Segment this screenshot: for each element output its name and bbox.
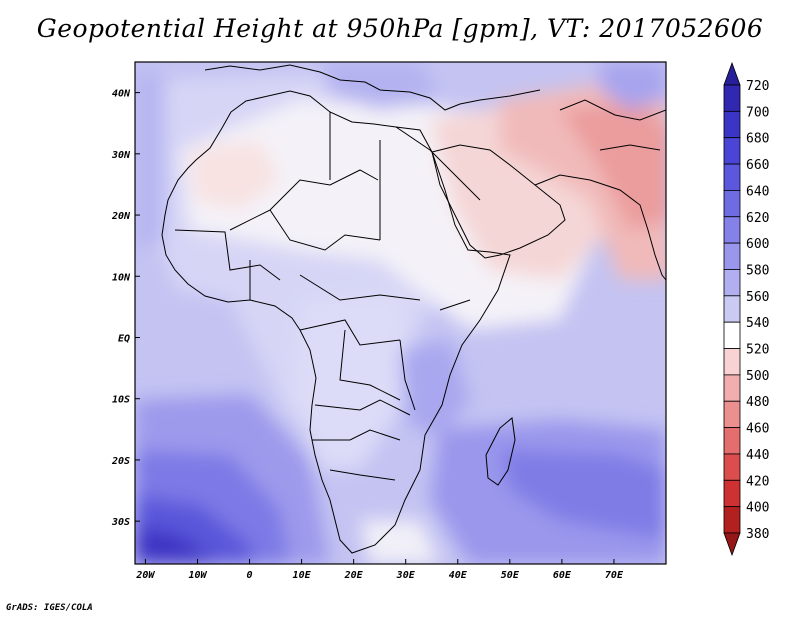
lat-tick-label: 40N <box>112 89 131 100</box>
colorbar-segment <box>723 321 741 349</box>
lat-tick-label: 10S <box>112 395 130 406</box>
colorbar-segment <box>723 453 741 481</box>
colorbar-label: 500 <box>746 369 769 384</box>
lat-tick-label: EQ <box>118 333 130 344</box>
lon-tick-label: 10E <box>293 570 312 581</box>
lon-tick-label: 70E <box>605 570 624 581</box>
colorbar-label: 580 <box>746 263 769 278</box>
height-field <box>135 62 666 564</box>
lat-tick-label: 10N <box>112 272 131 283</box>
colorbar-label: 440 <box>746 448 769 463</box>
axis-ticks: 20W 10W 0 10E 20E 30E 40E 50E 60E 70E 40N 30N 20N 10N… <box>111 89 624 581</box>
colorbar-label: 540 <box>746 316 769 331</box>
colorbar-segment <box>723 190 741 218</box>
colorbar-label: 400 <box>746 501 769 516</box>
colorbar-segment <box>723 110 741 139</box>
lat-tick-label: 30S <box>111 517 130 528</box>
colorbar-label: 460 <box>746 422 769 437</box>
lon-tick-label: 0 <box>247 570 253 581</box>
lon-tick-label: 20W <box>135 570 155 581</box>
colorbar-label: 680 <box>746 132 769 147</box>
lon-tick-label: 60E <box>553 570 572 581</box>
colorbar-segment <box>723 84 741 112</box>
colorbar: 720 700 680 660 640 620 600 580 560 540 520 500 480 4… <box>723 61 769 557</box>
lon-tick-label: 40E <box>449 570 468 581</box>
colorbar-segment <box>723 479 741 508</box>
colorbar-segment <box>723 242 741 270</box>
colorbar-segment <box>723 295 741 323</box>
map-frame <box>134 61 667 565</box>
colorbar-segment <box>723 400 741 428</box>
lat-tick-label: 20N <box>111 211 131 222</box>
colorbar-label: 620 <box>746 211 769 226</box>
lon-tick-label: 20E <box>344 570 364 581</box>
colorbar-label: 480 <box>746 395 769 410</box>
colorbar-bottom-arrow <box>723 532 741 557</box>
colorbar-segment <box>723 269 741 297</box>
colorbar-label: 660 <box>746 158 769 173</box>
colorbar-segment <box>723 374 741 402</box>
credit-text: GrADS: IGES/COLA <box>6 603 93 613</box>
colorbar-segment <box>723 137 741 165</box>
lat-tick-label: 20S <box>111 456 130 467</box>
colorbar-label: 640 <box>746 184 769 199</box>
coastlines <box>161 64 666 554</box>
colorbar-top-arrow <box>723 61 741 86</box>
colorbar-segment <box>723 506 741 534</box>
chart-title: Geopotential Height at 950hPa [gpm], VT:… <box>36 14 764 43</box>
colorbar-segment <box>723 348 741 376</box>
lon-tick-label: 30E <box>396 570 416 581</box>
colorbar-label: 560 <box>746 290 769 305</box>
colorbar-label: 700 <box>746 105 769 120</box>
colorbar-segment <box>723 163 741 191</box>
colorbar-segment <box>723 427 741 455</box>
colorbar-label: 720 <box>746 79 769 94</box>
colorbar-label: 600 <box>746 237 769 252</box>
lon-tick-label: 10W <box>188 570 207 581</box>
colorbar-label: 380 <box>746 527 769 542</box>
colorbar-segment <box>723 216 741 244</box>
lat-tick-label: 30N <box>111 150 131 161</box>
colorbar-label: 420 <box>746 474 769 489</box>
lon-tick-label: 50E <box>501 570 520 581</box>
colorbar-label: 520 <box>746 343 769 358</box>
